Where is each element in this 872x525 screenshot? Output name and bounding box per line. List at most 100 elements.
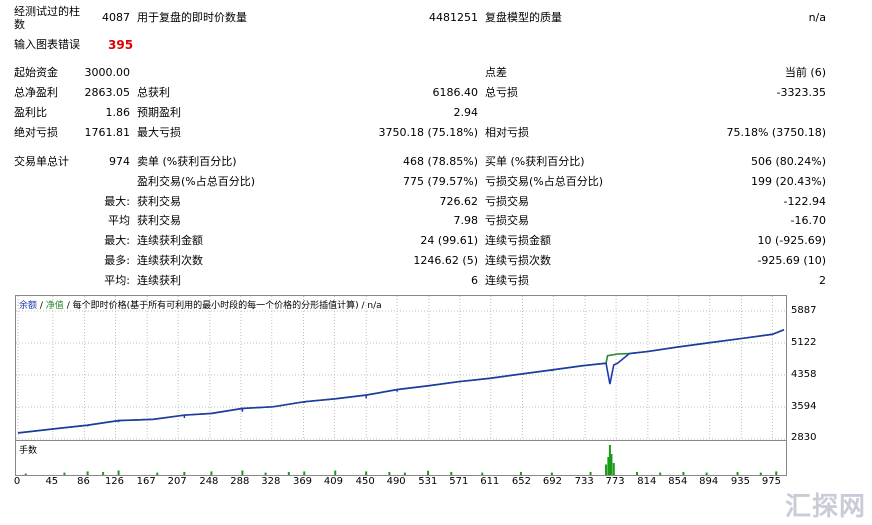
legend-equity: 净值	[45, 301, 64, 311]
lots-bar	[388, 472, 391, 475]
watermark: 汇探网	[784, 492, 866, 522]
label-total-net-profit: 总净盈利	[14, 86, 58, 99]
xtick-label: 369	[292, 476, 313, 487]
value-profit-trades: 775 (79.57%)	[402, 175, 478, 188]
legend-every-tick: 每个即时价格(基于所有可利用的最小时段的每一个价格的分形插值计算)	[72, 301, 359, 311]
lots-bar	[303, 471, 306, 475]
value-maximal-drawdown: 3750.18 (75.18%)	[378, 126, 478, 139]
label-gross-loss: 总亏损	[485, 86, 518, 99]
lots-bar	[605, 464, 608, 475]
label-tested-bars: 经测试过的柱	[14, 5, 80, 18]
prefix-maximum: 最大:	[104, 234, 130, 247]
label-loss-trades: 亏损交易(%占总百分比)	[485, 175, 604, 188]
lots-bar	[705, 472, 708, 475]
lots-bar	[682, 472, 685, 475]
xtick-label: 531	[418, 476, 438, 487]
value-tested-bars: 4087	[102, 11, 130, 24]
label-average-loss-trade: 亏损交易	[485, 214, 529, 227]
value-ticks-modeled: 4481251	[429, 11, 478, 24]
label-profit-trades: 盈利交易(%占总百分比)	[137, 175, 256, 188]
value-loss-trades: 199 (20.43%)	[750, 175, 826, 188]
lots-bar	[736, 472, 739, 475]
lots-bar	[403, 472, 406, 475]
xtick-label: 450	[355, 476, 375, 487]
label-max-consecutive-losses: 连续亏损金额	[485, 234, 551, 247]
value-largest-profit-trade: 726.62	[439, 195, 479, 208]
label-max-consecutive-wins: 连续获利金额	[137, 234, 203, 247]
lots-bar	[612, 463, 615, 475]
lots-bar	[86, 471, 89, 475]
lots-bar	[519, 472, 522, 475]
xtick-label: 692	[542, 476, 562, 487]
lots-chart-title: 手数	[19, 446, 38, 456]
prefix-largest: 最大:	[104, 195, 130, 208]
series-line-balance	[17, 328, 785, 434]
prefix-average: 平均	[108, 214, 130, 227]
label-profit-factor: 盈利比	[14, 106, 47, 119]
xtick-label: 0	[13, 476, 21, 487]
balance-chart-svg	[16, 296, 786, 440]
value-maximal-consecutive-loss: -925.69 (10)	[757, 254, 826, 267]
xtick-label: 571	[449, 476, 469, 487]
xtick-label: 773	[605, 476, 625, 487]
xtick-label: 611	[480, 476, 500, 487]
xtick-label: 86	[77, 476, 90, 487]
legend-balance: 余额	[19, 301, 38, 311]
lots-bar	[759, 472, 762, 475]
value-short-positions: 468 (78.85%)	[402, 155, 478, 168]
lots-bar	[427, 470, 430, 475]
lots-bar	[287, 472, 290, 475]
value-mismatched-errors: 395	[108, 38, 134, 52]
value-average-consecutive-losses: 2	[819, 274, 826, 287]
value-long-positions: 506 (80.24%)	[750, 155, 826, 168]
value-relative-drawdown: 75.18% (3750.18)	[726, 126, 826, 139]
label-initial-deposit: 起始资金	[14, 66, 58, 79]
value-total-net-profit: 2863.05	[84, 86, 131, 99]
series-line-equity	[17, 328, 785, 434]
lots-bar	[63, 472, 66, 475]
xtick-label: 935	[730, 476, 750, 487]
label-ticks-modeled: 用于复盘的即时价数量	[137, 11, 247, 24]
value-total-trades: 974	[109, 155, 130, 168]
lots-bar	[102, 472, 105, 475]
value-expected-payoff: 2.94	[453, 106, 479, 119]
xtick-label: 652	[511, 476, 532, 487]
xtick-label: 126	[104, 476, 125, 487]
ytick-label: 3594	[791, 401, 817, 412]
value-maximal-consecutive-profit: 1246.62 (5)	[413, 254, 478, 267]
label-expected-payoff: 预期盈利	[137, 106, 181, 119]
lots-chart	[15, 440, 787, 476]
lots-bar	[589, 472, 592, 475]
label-modeling-quality: 复盘模型的质量	[485, 11, 562, 24]
label-maximal-consecutive-loss: 连续亏损次数	[485, 254, 551, 267]
legend-na: n/a	[367, 301, 382, 311]
lots-chart-svg	[24, 445, 778, 475]
value-absolute-drawdown: 1761.81	[84, 126, 131, 139]
label-relative-drawdown: 相对亏损	[485, 126, 529, 139]
ytick-label: 5887	[791, 305, 817, 316]
lots-bar	[608, 445, 611, 475]
xtick-label: 207	[167, 476, 187, 487]
label-absolute-drawdown: 绝对亏损	[14, 126, 58, 139]
lots-bar	[365, 471, 368, 475]
label-long-positions: 买单 (%获利百分比)	[485, 155, 585, 168]
lots-bar	[659, 472, 662, 475]
value-initial-deposit: 3000.00	[84, 66, 131, 79]
label-average-consecutive-wins: 连续获利	[137, 274, 181, 287]
xtick-label: 45	[45, 476, 59, 487]
lots-bar	[481, 472, 484, 475]
lots-bar	[635, 472, 638, 475]
label-total-trades: 交易单总计	[14, 155, 69, 168]
value-gross-loss: -3323.35	[776, 86, 826, 99]
ytick-label: 5122	[791, 337, 817, 348]
lots-bar	[210, 471, 213, 475]
prefix-maximal: 最多:	[104, 254, 130, 267]
value-average-profit-trade: 7.98	[453, 214, 479, 227]
xtick-label: 328	[261, 476, 281, 487]
value-gross-profit: 6186.40	[432, 86, 479, 99]
ytick-label: 4358	[791, 369, 817, 380]
xtick-label: 490	[386, 476, 406, 487]
xtick-label: 248	[199, 476, 219, 487]
label-mismatched-errors: 输入图表错误	[14, 38, 80, 51]
value-max-consecutive-wins: 24 (99.61)	[420, 234, 478, 247]
